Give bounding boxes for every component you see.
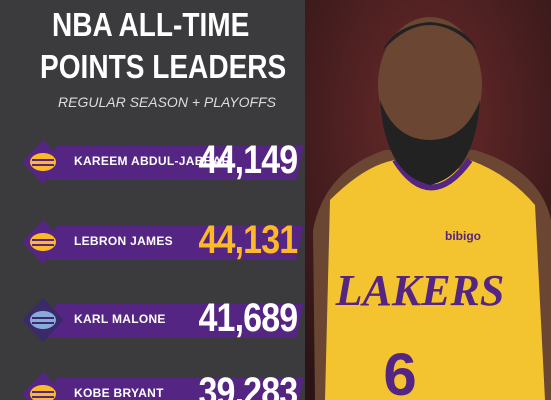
points: 44,131	[198, 218, 298, 262]
points: 39,283	[198, 370, 298, 400]
leader-row: LEBRON JAMES 44,131	[0, 218, 305, 264]
player-name: KARL MALONE	[74, 312, 166, 326]
team-logo	[22, 372, 64, 400]
title-line: POINTS LEADERS	[40, 48, 287, 85]
jersey-number: 6	[383, 341, 416, 400]
team-logo	[22, 220, 64, 264]
leader-row: KAREEM ABDUL-JABBAR 44,149	[0, 138, 305, 184]
subtitle: REGULAR SEASON + PLAYOFFS	[58, 94, 276, 110]
player-photo: LAKERS 6 bibigo	[305, 0, 551, 400]
team-logo	[22, 298, 64, 342]
team-logo	[22, 140, 64, 184]
player-name: KOBE BRYANT	[74, 386, 164, 400]
player-name: KAREEM ABDUL-JABBAR	[74, 154, 231, 168]
points: 41,689	[198, 296, 298, 340]
leader-row: KOBE BRYANT 39,283	[0, 370, 305, 400]
points: 44,149	[198, 138, 298, 182]
leader-row: KARL MALONE 41,689	[0, 296, 305, 342]
sponsor: bibigo	[445, 229, 481, 243]
jersey-team: LAKERS	[335, 266, 505, 315]
title-line: NBA ALL-TIME	[52, 6, 250, 43]
player-name: LEBRON JAMES	[74, 234, 173, 248]
